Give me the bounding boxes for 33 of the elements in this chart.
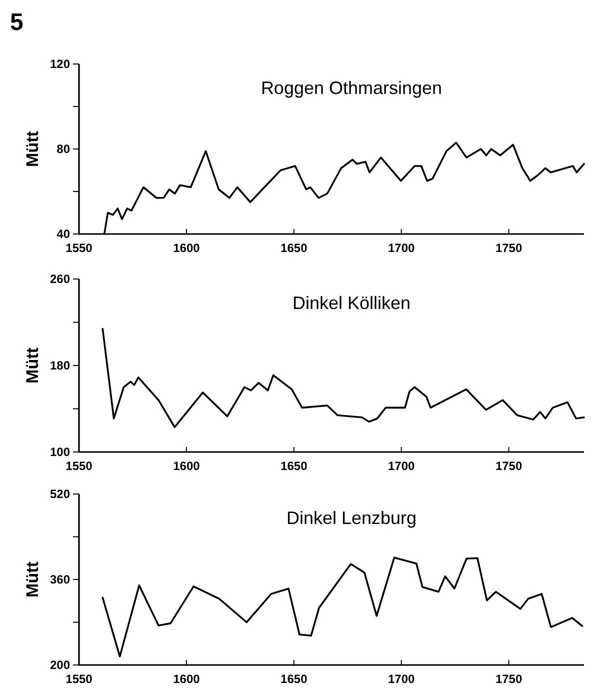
y-tick-label: 80 — [56, 142, 70, 156]
y-tick-label: 200 — [50, 658, 70, 672]
y-tick-label: 120 — [50, 56, 70, 71]
text: Roggen Othmarsingen — [260, 78, 442, 98]
x-tick-label: 1550 — [66, 458, 93, 473]
text: 5 — [10, 9, 24, 36]
x-tick-label: 1750 — [495, 458, 522, 473]
x-tick-label: 1600 — [173, 240, 200, 255]
x-tick-label: 1700 — [388, 458, 416, 473]
x-tick-label: 1650 — [280, 672, 308, 686]
y-tick-label: 260 — [50, 272, 70, 286]
line-series — [102, 328, 585, 428]
y-axis-title: Mütt — [23, 347, 42, 384]
y-tick-label: 40 — [56, 226, 70, 241]
y-tick-label: 180 — [50, 358, 70, 372]
text: Dinkel Lenzburg — [286, 508, 417, 528]
y-axis-title: Mütt — [23, 561, 42, 598]
text: Dinkel Kölliken — [292, 293, 411, 313]
x-tick-label: 1750 — [495, 240, 522, 255]
x-tick-label: 1700 — [388, 240, 416, 255]
x-tick-label: 1700 — [388, 672, 416, 686]
line-series — [102, 556, 584, 658]
y-axis-title: Mütt — [23, 130, 42, 167]
x-tick-label: 1750 — [495, 672, 522, 686]
x-tick-label: 1650 — [280, 458, 308, 473]
y-tick-label: 360 — [50, 572, 70, 586]
x-tick-label: 1650 — [280, 240, 308, 255]
x-tick-label: 1600 — [173, 458, 200, 473]
x-tick-label: 1550 — [66, 240, 93, 255]
y-tick-label: 520 — [50, 486, 70, 501]
x-tick-label: 1550 — [66, 672, 93, 686]
y-tick-label: 100 — [50, 444, 70, 459]
x-tick-label: 1600 — [173, 672, 200, 686]
